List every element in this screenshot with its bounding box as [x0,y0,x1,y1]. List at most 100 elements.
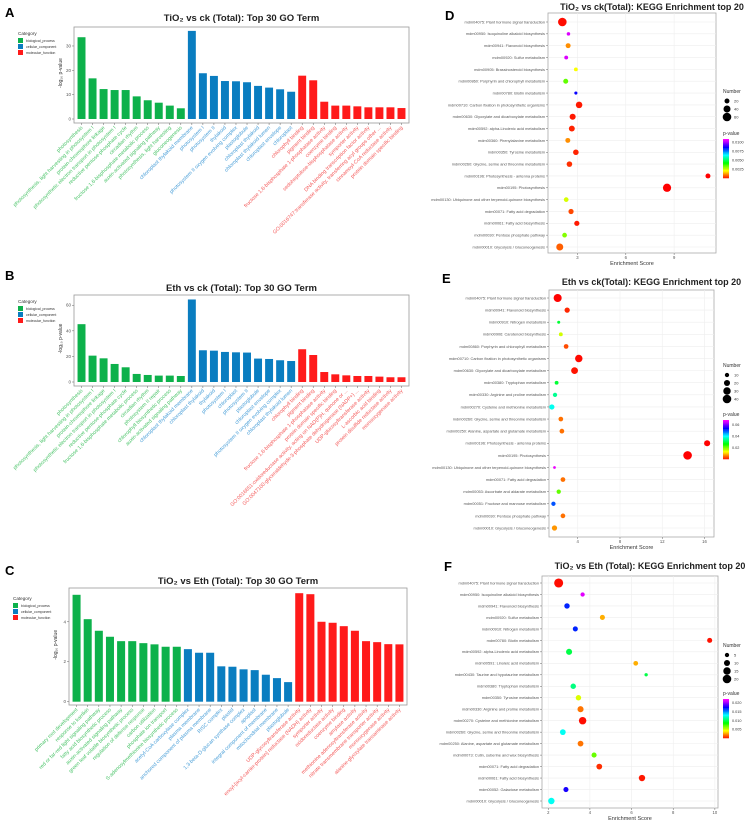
bar [395,644,404,702]
color-legend-label: 0.015 [732,710,742,714]
chart-title: TiO₂ vs Eth (Total): KEGG Enrichment top… [555,561,746,571]
y-tick-label: 10 [66,92,72,97]
pathway-label: mdm00941: Flavonoid biosynthesis [478,603,539,608]
data-point [558,17,567,27]
legend-label: molecular_function [26,51,55,55]
color-bar-segment [723,731,729,734]
panel-letter-b: B [5,268,14,283]
data-point [562,232,567,238]
x-tick-label: 12 [660,539,665,544]
bar [117,641,126,702]
color-bar-segment [723,142,729,145]
color-bar-segment [723,709,729,711]
y-axis-label: -log₁₀ p-value [58,323,64,353]
bar [206,652,215,702]
pathway-label: mdm00950: Isoquinoline alkaloid biosynth… [466,31,545,36]
x-tick-label: 3 [576,255,579,260]
color-bar-segment [723,452,729,455]
pathway-label: mdm00350: Tyrosine metabolism [482,695,539,700]
data-point [638,774,646,782]
bar [254,85,263,119]
plot-panel [73,26,410,124]
color-bar-segment [723,148,729,150]
pathway-label: mdm00710: Carbon fixation in photosynthe… [448,102,545,107]
bar [128,641,137,702]
color-bar-segment [723,162,729,164]
panel-letter-f: F [444,559,452,574]
color-bar-segment [723,161,729,163]
color-bar-segment [723,712,729,714]
y-tick-label: 0 [68,117,71,122]
bar [309,355,318,382]
pathway-label: mdm00920: Sulfur metabolism [486,615,539,620]
bar [339,626,348,702]
legend-label: biological_process [26,307,55,311]
pathway-label: mdm00053: Ascorbate and aldarate metabol… [463,489,546,494]
color-bar-segment [723,736,729,739]
pathway-label: mdm04075: Plant hormone signal transduct… [465,19,545,24]
x-tick-label: 2 [547,810,550,815]
data-point [574,91,578,95]
plot-panel [548,289,715,538]
pathway-label: mdm00710: Carbon fixation in photosynthe… [449,356,546,361]
pathway-label: mdm00130: Ubiquinone and other terpenoid… [431,197,545,202]
color-bar-segment [723,153,729,155]
y-tick-label: 0 [68,380,71,385]
bar [150,644,159,702]
color-bar-segment [723,732,729,735]
chart-title: TiO₂ vs Eth (Total): Top 30 GO Term [158,576,318,587]
pathway-label: mdm00073: Cutin, suberine and wax biosyn… [453,753,539,758]
bar [243,352,251,382]
bar [228,666,237,702]
bar [132,96,141,119]
data-point [566,648,573,655]
bar [176,375,185,382]
pathway-label: mdm00780: Biotin metabolism [487,638,539,643]
bar [317,621,326,702]
color-bar-segment [723,708,729,710]
size-legend-dot [722,674,732,684]
data-point [568,208,574,215]
bar [154,102,163,119]
color-bar-segment [723,171,729,174]
color-bar-segment [723,420,729,422]
size-legend-label: 30 [734,389,739,394]
color-bar-segment [723,721,729,723]
size-legend-label: 20 [734,99,739,104]
color-bar-segment [723,702,729,705]
legend-title: Category [13,596,32,601]
bar [265,87,274,119]
legend-label: cellular_component [26,313,56,317]
data-point [573,67,578,72]
kegg-dot-plot-1: Eth vs ck(Total): KEGG Enrichment top 20… [432,277,741,551]
pathway-label: mdm00330: Arginine and proline metabolis… [462,707,539,712]
bar [209,350,218,382]
bar [320,372,329,382]
color-bar-segment [723,700,729,702]
bar [72,594,81,702]
pathway-label: mdm00780: Biotin metabolism [493,90,545,95]
bar [161,646,170,702]
bar [364,375,373,382]
bar [384,644,393,702]
bar [110,363,119,382]
size-legend-title: Number [723,363,741,369]
color-legend-label: 0.010 [732,719,742,723]
bar [195,652,204,702]
color-bar-segment [723,725,729,727]
pathway-label: mdm00630: Glyoxylate and dicarboxylate m… [454,368,546,373]
data-point [549,404,555,410]
data-point [559,428,565,434]
size-legend-label: 15 [734,669,739,674]
color-bar-segment [723,444,729,447]
data-point [577,706,584,713]
bar [306,594,315,702]
legend-swatch [18,306,23,311]
pathway-label: mdm00030: Pentose phosphate pathway [475,513,546,518]
pathway-label: mdm00061: Fatty acid biosynthesis [478,775,539,780]
color-bar-segment [723,457,729,460]
bar [373,642,382,702]
color-bar-segment [723,427,729,430]
color-bar-segment [723,714,729,717]
color-bar-segment [723,145,729,148]
